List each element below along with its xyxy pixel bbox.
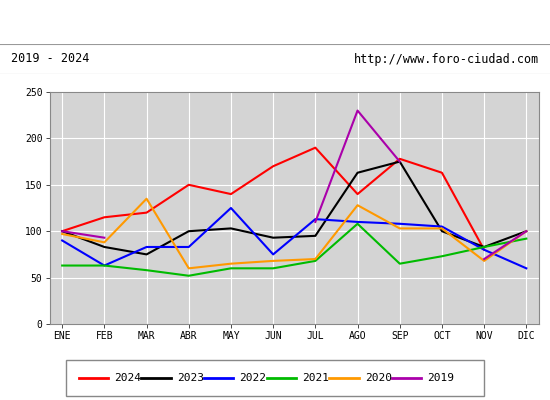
Text: http://www.foro-ciudad.com: http://www.foro-ciudad.com (354, 52, 539, 66)
Text: Evolucion Nº Turistas Extranjeros en el municipio de Andorra: Evolucion Nº Turistas Extranjeros en el … (13, 14, 537, 30)
Text: 2023: 2023 (177, 373, 204, 383)
Text: 2021: 2021 (302, 373, 329, 383)
Text: 2019: 2019 (427, 373, 454, 383)
Text: 2022: 2022 (239, 373, 266, 383)
Text: 2019 - 2024: 2019 - 2024 (11, 52, 89, 66)
Text: 2024: 2024 (114, 373, 141, 383)
Text: 2020: 2020 (365, 373, 392, 383)
